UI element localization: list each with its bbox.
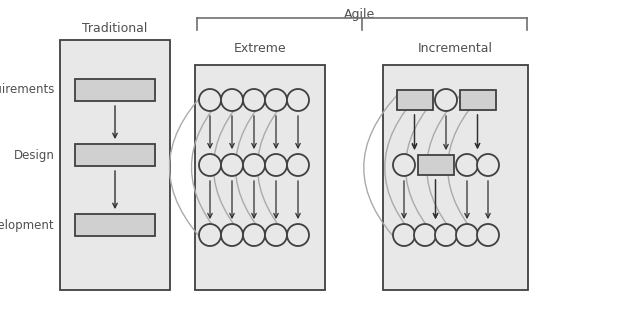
Circle shape <box>221 89 243 111</box>
Circle shape <box>221 224 243 246</box>
Bar <box>397 90 433 110</box>
Text: Requirements: Requirements <box>0 84 55 96</box>
Circle shape <box>477 154 499 176</box>
Bar <box>60 40 170 290</box>
Bar <box>75 79 155 101</box>
FancyArrowPatch shape <box>385 91 423 246</box>
Circle shape <box>265 89 287 111</box>
Bar <box>195 65 325 290</box>
Text: Extreme: Extreme <box>234 42 286 55</box>
FancyArrowPatch shape <box>236 90 274 246</box>
Text: Incremental: Incremental <box>418 42 492 55</box>
Bar <box>75 214 155 236</box>
FancyArrowPatch shape <box>448 91 486 246</box>
Circle shape <box>221 154 243 176</box>
Text: Design: Design <box>14 149 55 162</box>
Text: Traditional: Traditional <box>82 22 147 35</box>
Circle shape <box>393 224 415 246</box>
Circle shape <box>199 224 221 246</box>
Circle shape <box>265 224 287 246</box>
Circle shape <box>456 154 478 176</box>
Bar <box>418 155 453 175</box>
Circle shape <box>265 154 287 176</box>
Circle shape <box>199 154 221 176</box>
Circle shape <box>393 154 415 176</box>
FancyArrowPatch shape <box>213 90 252 246</box>
Circle shape <box>477 224 499 246</box>
Circle shape <box>243 89 265 111</box>
FancyArrowPatch shape <box>191 90 230 246</box>
Circle shape <box>287 89 309 111</box>
FancyArrowPatch shape <box>170 90 208 246</box>
Circle shape <box>287 154 309 176</box>
Text: Development: Development <box>0 218 55 232</box>
Circle shape <box>456 224 478 246</box>
FancyArrowPatch shape <box>427 91 465 246</box>
Circle shape <box>435 224 457 246</box>
Text: Agile: Agile <box>344 8 376 21</box>
FancyArrowPatch shape <box>405 90 444 246</box>
Bar <box>460 90 495 110</box>
FancyArrowPatch shape <box>364 91 402 246</box>
FancyArrowPatch shape <box>257 90 296 246</box>
Circle shape <box>287 224 309 246</box>
Circle shape <box>243 154 265 176</box>
Circle shape <box>435 89 457 111</box>
Circle shape <box>199 89 221 111</box>
Bar <box>383 65 528 290</box>
Circle shape <box>243 224 265 246</box>
Bar <box>75 144 155 166</box>
Circle shape <box>414 224 436 246</box>
